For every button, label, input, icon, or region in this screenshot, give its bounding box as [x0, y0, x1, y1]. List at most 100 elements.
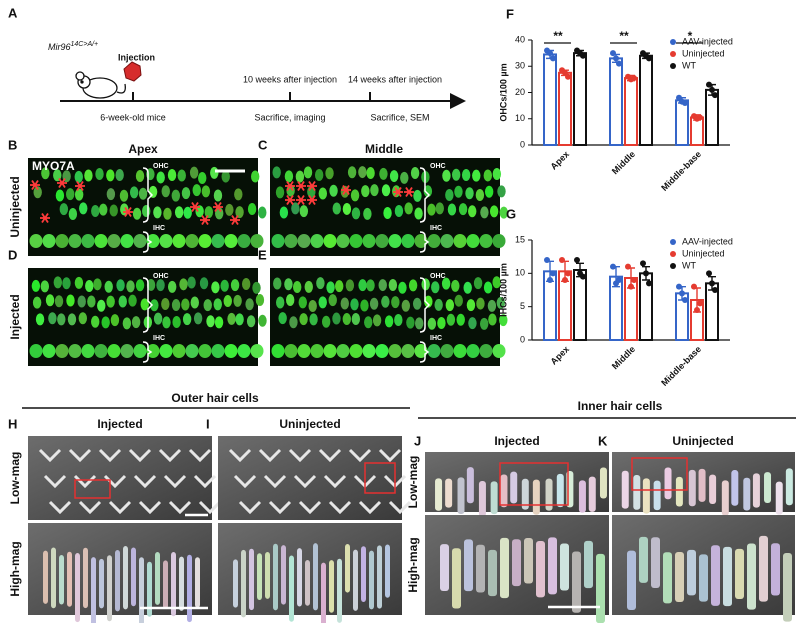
hair-cell	[35, 313, 45, 326]
bar	[705, 88, 719, 146]
hair-cell	[465, 187, 474, 200]
hair-cell	[223, 295, 232, 308]
stereocilium	[488, 549, 497, 597]
hair-cell	[55, 189, 65, 202]
ihc-label: IHC	[430, 335, 442, 342]
data-point	[613, 55, 619, 62]
hair-bundle	[68, 448, 92, 463]
inner-hair-cell	[133, 344, 147, 358]
hair-cell	[447, 203, 457, 216]
inner-hair-cell	[29, 234, 43, 248]
brace	[419, 341, 430, 363]
hair-cell	[122, 317, 132, 330]
legend-label: WT	[682, 260, 696, 270]
hair-bundle	[188, 448, 212, 463]
hair-cell	[445, 189, 454, 202]
inner-hair-cell	[237, 344, 251, 358]
stereocilia	[743, 477, 751, 511]
stereocilia	[466, 467, 474, 504]
inner-hair-cell	[107, 234, 121, 248]
bar	[639, 54, 653, 146]
hair-cell	[234, 188, 243, 201]
hair-cell	[211, 281, 220, 294]
stereocilium	[51, 547, 56, 609]
hair-bundle	[133, 474, 157, 489]
hair-cell	[412, 297, 422, 310]
hair-cell	[309, 313, 318, 326]
hair-cell	[328, 294, 337, 307]
y-tick-label: 30	[515, 61, 525, 71]
mouse-icon	[75, 71, 126, 99]
hair-cell	[308, 300, 317, 312]
hair-cell	[370, 184, 379, 197]
hair-cell	[250, 170, 260, 183]
data-point	[697, 114, 703, 121]
inner-hair-cell	[237, 234, 251, 248]
inner-hair-cell	[375, 234, 389, 248]
hair-cell	[497, 185, 506, 198]
inner-hair-cell	[146, 344, 160, 358]
ohc-label: OHC	[153, 273, 169, 280]
hair-cell	[142, 204, 151, 217]
hair-cell	[342, 313, 351, 326]
hair-cell	[410, 166, 420, 179]
hair-cell	[445, 299, 455, 312]
hair-cell	[131, 316, 141, 329]
stereocilium	[139, 557, 144, 623]
hair-bundle	[358, 500, 382, 515]
hair-cell	[153, 206, 162, 219]
hair-cell	[220, 279, 229, 292]
stereocilium	[452, 548, 461, 609]
stereocilia	[642, 478, 650, 514]
brace	[419, 167, 431, 223]
hair-cell	[293, 281, 302, 294]
hair-cell	[118, 295, 127, 308]
data-point	[676, 283, 682, 290]
legend-label: AAV-injected	[682, 36, 733, 46]
stereocilia	[445, 478, 453, 508]
inner-hair-cell	[388, 344, 402, 358]
hair-bundle	[98, 448, 122, 463]
stereocilia	[633, 475, 641, 510]
stereocilium	[345, 544, 350, 593]
hair-cell	[119, 189, 129, 202]
inner-hair-cell	[466, 344, 480, 358]
hair-bundle	[163, 474, 187, 489]
hair-cell	[366, 167, 375, 180]
y-tick-label: 40	[515, 34, 525, 44]
region-box	[631, 457, 688, 491]
hair-cell	[106, 295, 115, 308]
inner-hair-cell	[198, 344, 212, 358]
y-tick-label: 0	[520, 139, 525, 149]
hair-cell	[424, 295, 433, 308]
inner-hair-cell	[211, 234, 225, 248]
hair-cell	[33, 186, 42, 199]
hair-cell	[379, 167, 388, 180]
missing-cell-marker	[285, 195, 295, 205]
stereocilium	[735, 548, 744, 599]
hair-cell	[427, 203, 436, 216]
hair-bundle	[108, 500, 132, 515]
data-point	[706, 81, 712, 88]
inner-hair-cell	[42, 344, 56, 358]
hair-bundle	[288, 448, 312, 463]
hair-cell	[284, 278, 293, 291]
data-point	[682, 100, 688, 106]
hair-cell	[351, 312, 361, 325]
hair-cell	[358, 166, 367, 179]
bar	[624, 77, 638, 146]
stereocilium	[723, 546, 732, 607]
hair-cell	[378, 279, 387, 292]
hair-bundle	[258, 448, 282, 463]
legend-label: Uninjected	[682, 48, 725, 58]
hair-cell	[475, 188, 485, 201]
hair-bundle	[323, 474, 347, 489]
legend-marker	[670, 263, 676, 269]
stereocilium	[524, 538, 533, 584]
hair-bundle	[263, 474, 287, 489]
hair-cell	[31, 279, 41, 292]
hair-cell	[316, 277, 325, 290]
inner-hair-cell	[94, 234, 108, 248]
stereocilium	[377, 545, 382, 609]
inner-hair-cell	[271, 344, 285, 358]
